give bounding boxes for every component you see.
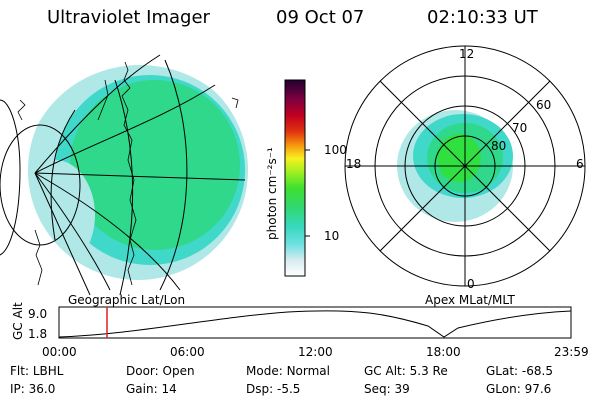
- colorbar-tick-100: 100: [324, 143, 347, 157]
- geo-latitude: [0, 99, 21, 256]
- coastline: [17, 61, 239, 286]
- mlat-label-70: 70: [512, 121, 528, 135]
- info-glat-value: -68.5: [521, 364, 553, 378]
- geo-meridian: [34, 54, 161, 174]
- polar-emission-core: [437, 134, 481, 182]
- instrument-title: Ultraviolet Imager: [47, 7, 210, 28]
- geo-emission-main: [70, 80, 240, 250]
- info-ip-label: IP:: [10, 382, 25, 396]
- altitude-plot-frame: [58, 306, 572, 339]
- altitude-xtick-0000: 00:00: [42, 345, 77, 359]
- coastline-path: [17, 99, 26, 121]
- info-seq-value: 39: [394, 382, 410, 396]
- geo-latitude: [114, 79, 134, 295]
- info-flt-value: LBHL: [32, 364, 64, 378]
- info-glon: GLon: 97.6: [486, 383, 551, 395]
- polar-plot: [344, 45, 586, 287]
- altitude-ytick-1: 1.8: [28, 327, 48, 341]
- info-gain-value: 14: [161, 382, 177, 396]
- mlat-label-80: 80: [491, 139, 507, 153]
- info-mode-value: Normal: [286, 364, 330, 378]
- geographic-image: [0, 54, 248, 295]
- info-glat: GLat: -68.5: [486, 365, 553, 377]
- altitude-curve: [58, 310, 572, 338]
- mlt-label-0: 0: [467, 277, 475, 291]
- info-door-label: Door:: [126, 364, 159, 378]
- info-glat-label: GLat:: [486, 364, 519, 378]
- info-flt-label: Flt:: [10, 364, 29, 378]
- info-gcalt-value: 5.3 Re: [409, 364, 448, 378]
- geo-latitude: [50, 109, 76, 241]
- info-seq-label: Seq:: [364, 382, 391, 396]
- info-dsp-value: -5.5: [276, 382, 301, 396]
- info-seq: Seq: 39: [364, 383, 410, 395]
- altitude-xtick-1200: 12:00: [298, 345, 333, 359]
- mlt-label-18: 18: [346, 157, 362, 171]
- geo-meridian: [34, 172, 246, 181]
- altitude-plot: [58, 306, 572, 339]
- mlt-label-6: 6: [576, 157, 584, 171]
- geo-emission-left: [28, 160, 95, 270]
- colorbar-gradient: [284, 79, 306, 277]
- altitude-ytick-9: 9.0: [28, 307, 48, 321]
- polar-spoke: [379, 80, 551, 252]
- altitude-xtick-0600: 06:00: [170, 345, 205, 359]
- info-dsp: Dsp: -5.5: [246, 383, 300, 395]
- info-gain: Gain: 14: [126, 383, 177, 395]
- geo-panel-label: Geographic Lat/Lon: [68, 293, 186, 307]
- coastline-path: [97, 79, 109, 121]
- coastline-path: [231, 97, 239, 109]
- info-glon-label: GLon:: [486, 382, 521, 396]
- geo-meridian: [34, 172, 111, 291]
- observation-time: 02:10:33 UT: [427, 7, 538, 28]
- info-door-value: Open: [162, 364, 195, 378]
- colorbar: [284, 79, 310, 277]
- geo-emission: [28, 65, 248, 280]
- info-ip-value: 36.0: [28, 382, 56, 396]
- info-dsp-label: Dsp:: [246, 382, 274, 396]
- polar-panel-label: Apex MLat/MLT: [425, 293, 515, 307]
- colorbar-unit-label: photon cm⁻²s⁻¹: [265, 147, 279, 240]
- altitude-xtick-1800: 18:00: [426, 345, 461, 359]
- altitude-xtick-2359: 23:59: [554, 345, 589, 359]
- colorbar-tick-10: 10: [324, 229, 340, 243]
- altitude-ylabel: GC Alt: [11, 302, 25, 340]
- info-mode: Mode: Normal: [246, 365, 330, 377]
- info-gcalt-label: GC Alt:: [364, 364, 406, 378]
- info-gcalt: GC Alt: 5.3 Re: [364, 365, 448, 377]
- geo-grid: [0, 54, 246, 295]
- info-ip: IP: 36.0: [10, 383, 55, 395]
- info-flt: Flt: LBHL: [10, 365, 63, 377]
- colorbar-ticks: [305, 149, 310, 237]
- observation-date: 09 Oct 07: [276, 7, 365, 28]
- mlat-label-60: 60: [536, 98, 552, 112]
- coastline-path: [121, 61, 137, 286]
- info-mode-label: Mode:: [246, 364, 283, 378]
- geo-meridian: [34, 172, 181, 291]
- polar-grid: [344, 45, 586, 287]
- info-gain-label: Gain:: [126, 382, 158, 396]
- coastline-path: [34, 229, 43, 286]
- geo-meridian: [34, 84, 216, 174]
- mlt-label-12: 12: [459, 47, 475, 61]
- info-door: Door: Open: [126, 365, 195, 377]
- geo-latitude: [159, 59, 188, 291]
- info-glon-value: 97.6: [524, 382, 552, 396]
